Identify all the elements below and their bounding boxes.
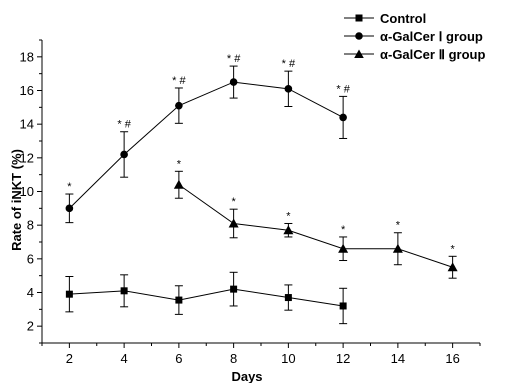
significance-label: * [231, 196, 236, 208]
x-tick-label: 14 [391, 351, 405, 366]
significance-label: * [341, 224, 346, 236]
data-point-square [339, 302, 347, 310]
data-point-triangle [283, 225, 294, 235]
series-layer: * * # * # * # * # * # * * * * * * [65, 53, 458, 325]
legend-label-group-2: α-GalCer Ⅱ group [380, 47, 485, 62]
legend-entry-control: Control [344, 11, 426, 26]
y-tick-label: 12 [20, 150, 34, 165]
y-tick-label: 16 [20, 83, 34, 98]
y-tick-label: 14 [20, 117, 34, 132]
series-line [178, 184, 453, 268]
significance-label: * [450, 243, 455, 255]
series-2: * * # * # * # * # * # [65, 53, 351, 224]
legend-entry-group-1: α-GalCer Ⅰ group [344, 29, 483, 44]
data-point-square [284, 294, 292, 302]
data-point-triangle [173, 179, 184, 189]
legend: Control α-GalCer Ⅰ group α-GalCer Ⅱ grou… [344, 11, 485, 62]
significance-label: * # [117, 119, 131, 131]
significance-label: * # [282, 58, 296, 70]
data-point-triangle [228, 218, 239, 228]
x-tick-label: 6 [175, 351, 182, 366]
significance-label: * [286, 210, 291, 222]
legend-label-control: Control [380, 11, 426, 26]
data-point-circle [229, 78, 238, 86]
data-point-square [175, 296, 183, 304]
significance-label: * [67, 181, 72, 193]
y-tick-label: 8 [27, 218, 34, 233]
data-point-triangle [338, 243, 349, 253]
data-point-square [65, 290, 73, 298]
legend-label-group-1: α-GalCer Ⅰ group [380, 29, 483, 44]
x-tick-label: 10 [281, 351, 295, 366]
x-tick-label: 16 [445, 351, 459, 366]
legend-marker-triangle [354, 49, 364, 58]
significance-label: * [396, 220, 401, 232]
data-point-square [120, 287, 128, 295]
significance-label: * # [227, 53, 241, 65]
y-tick-label: 2 [27, 319, 34, 334]
x-axis-ticks: 2 4 6 8 10 12 14 16 [41, 343, 481, 366]
series-line [69, 81, 344, 209]
x-tick-label: 4 [121, 351, 128, 366]
y-tick-label: 6 [27, 251, 34, 266]
x-tick-label: 12 [336, 351, 350, 366]
data-point-square [230, 285, 238, 293]
data-point-triangle [392, 243, 403, 253]
y-tick-label: 10 [20, 184, 34, 199]
significance-label: * # [336, 83, 350, 95]
legend-marker-circle [355, 32, 363, 40]
y-tick-label: 18 [20, 49, 34, 64]
data-point-circle [175, 101, 183, 110]
data-point-circle [65, 204, 74, 213]
legend-marker-square [355, 14, 363, 22]
x-tick-label: 8 [230, 351, 237, 366]
series-3: * * * * * * [173, 158, 458, 279]
series-line [69, 288, 344, 307]
y-axis-ticks: 2 4 6 8 10 12 14 16 18 [20, 39, 42, 344]
x-tick-label: 2 [66, 351, 73, 366]
data-point-circle [120, 150, 128, 159]
x-axis-label: Days [231, 369, 262, 383]
y-axis-label: Rate of iNKT (%) [9, 149, 24, 251]
significance-label: * [177, 158, 182, 170]
series-1 [65, 271, 348, 325]
data-point-circle [284, 85, 293, 93]
data-point-triangle [447, 262, 458, 272]
significance-label: * # [172, 75, 186, 87]
data-point-circle [339, 113, 347, 122]
legend-entry-group-2: α-GalCer Ⅱ group [344, 47, 485, 62]
y-tick-label: 4 [27, 285, 34, 300]
